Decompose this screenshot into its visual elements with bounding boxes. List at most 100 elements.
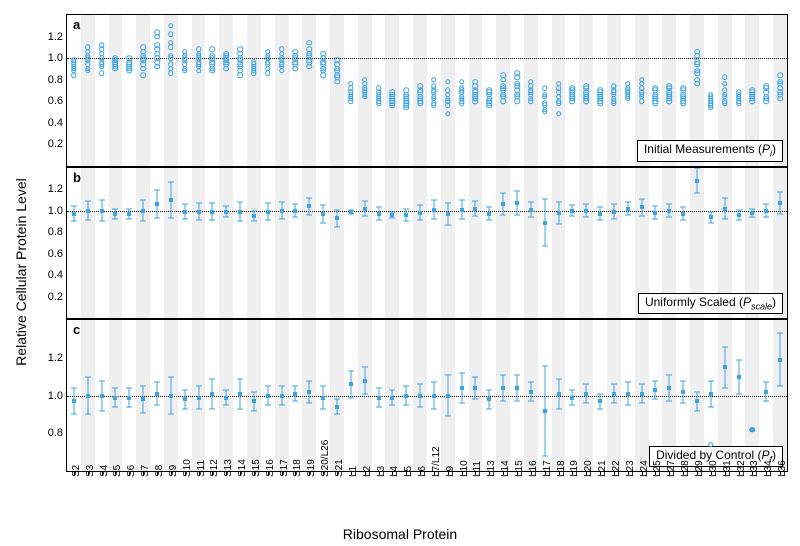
data-point [279, 47, 285, 53]
errorbar-mean [529, 208, 533, 212]
errorbar-cap [265, 386, 271, 387]
errorbar-mean [113, 396, 117, 400]
x-tick-label: S3 [85, 465, 96, 477]
errorbar-cap [279, 386, 285, 387]
data-point [431, 103, 437, 109]
errorbar-cap [542, 365, 548, 366]
errorbar-cap [417, 384, 423, 385]
errorbar-cap [99, 380, 105, 381]
x-tick-label: L34 [763, 460, 774, 477]
x-tick-label: L21 [597, 460, 608, 477]
errorbar-cap [376, 220, 382, 221]
errorbar-cap [85, 200, 91, 201]
data-point [528, 79, 534, 85]
x-tick-label: L27 [666, 460, 677, 477]
errorbar-mean [626, 207, 630, 211]
background-stripe [136, 15, 150, 166]
errorbar-cap [472, 200, 478, 201]
y-tick-label: 1.0 [48, 52, 67, 64]
data-point [417, 100, 423, 106]
errorbar-mean [487, 397, 491, 401]
data-point [611, 90, 617, 96]
errorbar-cap [694, 410, 700, 411]
plot-area-c: cDivided by Control (Pf) [67, 320, 787, 471]
data-point [556, 81, 562, 87]
errorbar-mean [709, 215, 713, 219]
data-point [777, 81, 783, 87]
background-stripe [330, 168, 344, 319]
errorbar-cap [362, 216, 368, 217]
errorbar-mean [197, 396, 201, 400]
errorbar-mean [681, 212, 685, 216]
y-tick-label: 0.4 [48, 117, 67, 129]
errorbar-cap [140, 199, 146, 200]
errorbar-mean [446, 394, 450, 398]
data-point [320, 60, 326, 66]
background-stripe [109, 15, 123, 166]
errorbar-cap [569, 389, 575, 390]
y-tick-label: 0.2 [48, 291, 67, 303]
errorbar-cap [583, 403, 589, 404]
errorbar-mean [778, 358, 782, 362]
y-tick-label: 1.2 [48, 31, 67, 43]
errorbar-cap [320, 222, 326, 223]
errorbar-cap [500, 193, 506, 194]
errorbar-cap [376, 207, 382, 208]
errorbar-cap [223, 405, 229, 406]
data-point [196, 53, 202, 59]
errorbar-mean [266, 210, 270, 214]
errorbar-cap [749, 208, 755, 209]
plot-stack: aInitial Measurements (Pi)0.20.40.60.81.… [66, 14, 788, 472]
errorbar-cap [736, 220, 742, 221]
errorbar-cap [611, 219, 617, 220]
errorbar-mean [377, 212, 381, 216]
data-point [777, 73, 783, 79]
errorbar-mean [515, 386, 519, 390]
errorbar-cap [722, 197, 728, 198]
x-tick-label: L13 [486, 460, 497, 477]
errorbar-cap [112, 406, 118, 407]
errorbar-cap [154, 218, 160, 219]
data-point [265, 53, 271, 59]
errorbar-mean [640, 392, 644, 396]
data-point [320, 51, 326, 57]
reference-line [67, 58, 787, 59]
errorbar-mean [695, 179, 699, 183]
errorbar-mean [210, 392, 214, 396]
errorbar-cap [583, 217, 589, 218]
errorbar-cap [652, 206, 658, 207]
errorbar-mean [460, 208, 464, 212]
errorbar-cap [168, 414, 174, 415]
background-stripe [219, 168, 233, 319]
data-point [237, 55, 243, 61]
data-point [611, 98, 617, 104]
errorbar-cap [196, 203, 202, 204]
errorbar-cap [182, 204, 188, 205]
errorbar-cap [528, 217, 534, 218]
errorbar-cap [514, 214, 520, 215]
errorbar-mean [681, 390, 685, 394]
errorbar-mean [349, 210, 353, 214]
data-point [722, 81, 728, 87]
data-point [71, 66, 77, 72]
errorbar-cap [403, 386, 409, 387]
x-tick-label: L28 [680, 460, 691, 477]
errorbar-cap [265, 405, 271, 406]
errorbar-cap [389, 389, 395, 390]
data-point [431, 77, 437, 83]
errorbar-mean [737, 375, 741, 379]
errorbar-cap [486, 389, 492, 390]
errorbar-cap [763, 382, 769, 383]
background-stripe [469, 168, 483, 319]
data-point [583, 96, 589, 102]
errorbar-cap [652, 380, 658, 381]
x-tick-label: L7/L12 [431, 446, 442, 477]
errorbar-cap [112, 208, 118, 209]
errorbar-cap [639, 216, 645, 217]
errorbar-cap [348, 397, 354, 398]
errorbar-mean [280, 209, 284, 213]
errorbar-mean [667, 209, 671, 213]
errorbar-cap [196, 220, 202, 221]
data-point [113, 64, 119, 70]
data-point [708, 105, 714, 111]
